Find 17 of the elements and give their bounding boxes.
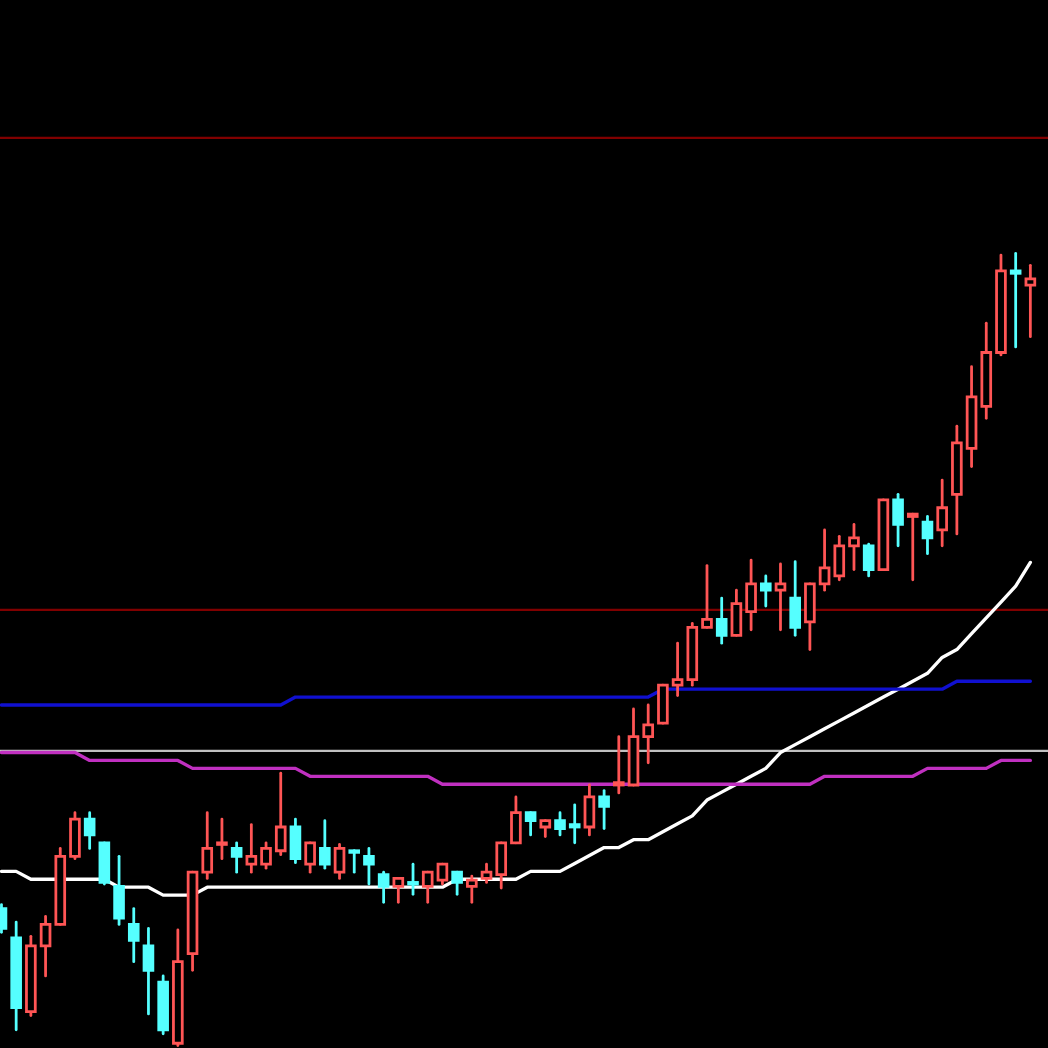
candlestick (10, 920, 22, 1032)
candlestick (127, 907, 140, 964)
candlestick (289, 817, 302, 865)
candlestick (921, 515, 934, 556)
candlestick (230, 841, 243, 874)
candlestick (936, 478, 948, 548)
candlestick (333, 843, 346, 880)
candlestick (1009, 252, 1022, 349)
candlestick (583, 783, 596, 837)
candlestick (774, 562, 787, 632)
candlestick (759, 574, 772, 608)
candlestick (789, 560, 801, 637)
candlestick (715, 596, 728, 645)
candlestick (83, 811, 96, 850)
candlestick (157, 974, 169, 1036)
candlestick (142, 927, 155, 1016)
candlestick (1024, 263, 1037, 339)
